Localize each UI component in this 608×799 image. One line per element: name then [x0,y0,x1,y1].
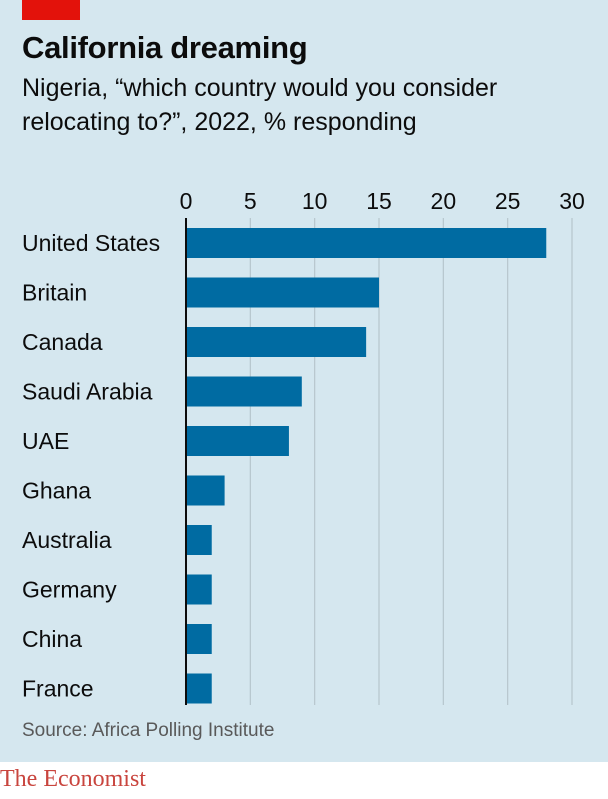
chart-subtitle-line-1: Nigeria, “which country would you consid… [22,74,498,102]
economist-red-tag [22,0,80,20]
category-label: Canada [22,329,103,355]
x-tick-label: 25 [495,188,521,214]
category-label: Australia [22,527,112,553]
bar [186,426,289,456]
chart-subtitle-line-2: relocating to?”, 2022, % responding [22,108,417,136]
chart-panel [0,0,608,762]
bar [186,228,547,258]
bar [186,376,302,407]
category-label: Britain [22,280,87,306]
x-tick-label: 0 [180,188,193,214]
category-label: Saudi Arabia [22,379,153,405]
bar [186,624,212,654]
category-labels: United States Britain Canada Saudi Arabia UA… [22,230,160,702]
bar [186,574,212,605]
x-tick-label: 15 [366,188,392,214]
bar-chart: 0 5 10 15 20 25 30 United States Britain Canada S… [22,188,585,705]
brand-logo-text: The Economist [0,766,146,792]
category-label: France [22,676,94,702]
category-label: Germany [22,577,117,603]
bar [186,525,212,555]
category-label: United States [22,230,160,256]
bar [186,327,367,357]
x-tick-label: 10 [302,188,328,214]
x-tick-label: 5 [244,188,257,214]
x-axis-ticks: 0 5 10 15 20 25 30 [180,188,585,214]
bar [186,277,379,308]
bar [186,475,225,506]
bar [186,673,212,704]
source-note: Source: Africa Polling Institute [22,720,275,741]
category-label: Ghana [22,478,91,504]
category-label: UAE [22,428,69,454]
x-tick-label: 20 [431,188,457,214]
x-tick-label: 30 [559,188,585,214]
bars [186,228,547,704]
chart-title: California dreaming [22,30,308,65]
category-label: China [22,626,82,652]
